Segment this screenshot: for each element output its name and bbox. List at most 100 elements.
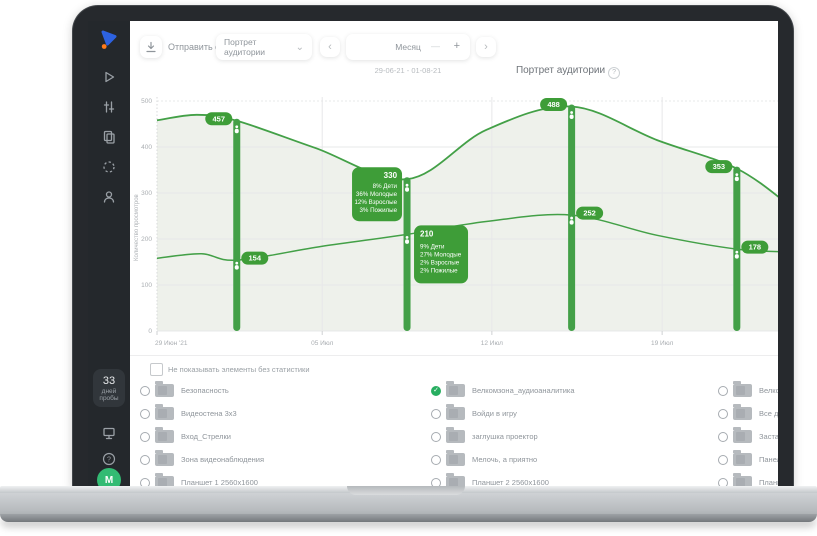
item-label: Планшет 1 2560x1600 xyxy=(181,478,258,487)
folder-icon xyxy=(155,381,174,397)
item-label: Войди в игру xyxy=(472,409,517,418)
radio-icon[interactable] xyxy=(431,408,441,419)
folder-icon xyxy=(446,404,465,420)
folder-icon xyxy=(446,381,465,397)
list-item[interactable]: Все для связи xyxy=(718,402,778,425)
item-label: Все для связи xyxy=(759,409,778,418)
radio-checked-icon[interactable]: ✓ xyxy=(431,385,441,396)
period-select[interactable]: Месяц — + xyxy=(346,34,470,60)
svg-text:210: 210 xyxy=(420,229,434,238)
hide-empty-label: Не показывать элементы без статистики xyxy=(168,365,310,374)
item-label: Вход_Стрелки xyxy=(181,432,231,441)
svg-text:36% Молодые: 36% Молодые xyxy=(356,191,398,198)
list-item[interactable]: Безопасность xyxy=(140,379,425,402)
zoom-out-icon[interactable]: — xyxy=(431,41,440,51)
svg-text:330: 330 xyxy=(384,171,398,180)
svg-text:500: 500 xyxy=(141,98,152,105)
list-item[interactable]: Зона видеонаблюдения xyxy=(140,448,425,471)
avatar[interactable]: М xyxy=(97,468,121,487)
radio-icon[interactable] xyxy=(140,385,150,396)
list-item[interactable]: Видеостена 3x3 xyxy=(140,402,425,425)
item-label: Велкомзона_видеоаналитика xyxy=(759,386,778,395)
audience-chart[interactable]: 0 100 200 300 400 500 29 Июн '21 05 Июл 12 Июл 19… xyxy=(130,83,778,355)
folder-icon xyxy=(155,450,174,466)
item-label: Мелочь, а приятно xyxy=(472,455,538,464)
folder-icon xyxy=(733,404,752,420)
svg-text:?: ? xyxy=(107,457,111,464)
brand-logo[interactable] xyxy=(98,30,120,52)
report-type-value: Портрет аудитории xyxy=(224,37,266,57)
svg-text:100: 100 xyxy=(141,282,152,289)
list-item[interactable]: ✓ Велкомзона_аудиоаналитика xyxy=(431,379,716,402)
trial-days: 33 xyxy=(102,374,116,387)
svg-text:300: 300 xyxy=(141,190,152,197)
item-label: Велкомзона_аудиоаналитика xyxy=(472,386,575,395)
item-label: заглушка проектор xyxy=(472,432,538,441)
list-item[interactable]: Заставка xyxy=(718,425,778,448)
laptop-notch xyxy=(347,486,465,495)
folder-icon xyxy=(446,450,465,466)
svg-text:200: 200 xyxy=(141,236,152,243)
trial-label-1: дней xyxy=(101,387,117,395)
download-icon xyxy=(146,41,156,53)
radio-icon[interactable] xyxy=(718,454,728,465)
date-range: 29-06-21 - 01-08-21 xyxy=(374,66,442,75)
svg-text:05 Июл: 05 Июл xyxy=(311,340,333,347)
item-label: Зона видеонаблюдения xyxy=(181,455,265,464)
svg-text:353: 353 xyxy=(713,162,726,171)
item-label: Безопасность xyxy=(181,386,229,395)
laptop-screen: 33 дней пробы ? М Отправить отчёт Портре… xyxy=(88,21,778,487)
next-period-button[interactable]: › xyxy=(476,37,496,57)
list-item[interactable]: Мелочь, а приятно xyxy=(431,448,716,471)
svg-text:0: 0 xyxy=(148,328,152,335)
radio-icon[interactable] xyxy=(431,454,441,465)
list-item[interactable]: Планшет 2 2560x1600 xyxy=(431,471,716,487)
svg-text:19 Июл: 19 Июл xyxy=(651,340,673,347)
chart-title: Портрет аудитории? xyxy=(388,65,748,79)
radio-icon[interactable] xyxy=(140,408,150,419)
folder-icon xyxy=(733,450,752,466)
settings-icon[interactable] xyxy=(97,155,121,179)
item-label: Планшет 3 2560x1600 xyxy=(759,478,778,487)
chevron-down-icon: ⌄ xyxy=(295,41,304,53)
export-report-button[interactable] xyxy=(140,36,162,58)
item-label: Видеостена 3x3 xyxy=(181,409,237,418)
send-report-button[interactable]: Отправить отчёт xyxy=(168,42,238,52)
radio-icon[interactable] xyxy=(431,431,441,442)
svg-text:457: 457 xyxy=(213,114,226,123)
svg-text:29 Июн '21: 29 Июн '21 xyxy=(155,340,188,347)
list-item[interactable]: Войди в игру xyxy=(431,402,716,425)
info-icon[interactable]: ? xyxy=(608,67,621,79)
svg-text:154: 154 xyxy=(249,254,262,263)
radio-icon[interactable] xyxy=(140,454,150,465)
zoom-in-icon[interactable]: + xyxy=(453,40,460,52)
folder-icon xyxy=(155,404,174,420)
prev-period-button[interactable]: ‹ xyxy=(320,37,340,57)
list-item[interactable]: Велкомзона_видеоаналитика xyxy=(718,379,778,402)
radio-icon[interactable] xyxy=(718,408,728,419)
list-item[interactable]: Панель вертикальная внутренняя xyxy=(718,448,778,471)
audience-icon[interactable] xyxy=(97,185,121,209)
content-icon[interactable] xyxy=(97,125,121,149)
sidebar: 33 дней пробы ? М xyxy=(88,21,130,487)
player-icon[interactable] xyxy=(97,65,121,89)
list-item[interactable]: Планшет 1 2560x1600 xyxy=(140,471,425,487)
help-icon[interactable]: ? xyxy=(97,447,121,471)
svg-text:8% Дети: 8% Дети xyxy=(373,183,398,190)
svg-text:12 Июл: 12 Июл xyxy=(481,340,503,347)
report-type-select[interactable]: Портрет аудитории ⌄ xyxy=(216,34,312,60)
item-column-1: Безопасность Видеостена 3x3 Вход_Стрелки Зо… xyxy=(140,379,425,487)
radio-icon[interactable] xyxy=(140,431,150,442)
scenarios-icon[interactable] xyxy=(97,95,121,119)
hide-empty-checkbox[interactable] xyxy=(150,363,163,376)
displays-icon[interactable] xyxy=(97,421,121,445)
radio-icon[interactable] xyxy=(718,385,728,396)
svg-text:178: 178 xyxy=(749,243,762,252)
laptop-base xyxy=(0,486,817,522)
radio-icon[interactable] xyxy=(718,431,728,442)
list-item[interactable]: Планшет 3 2560x1600 xyxy=(718,471,778,487)
list-item[interactable]: заглушка проектор xyxy=(431,425,716,448)
list-item[interactable]: Вход_Стрелки xyxy=(140,425,425,448)
period-value: Месяц xyxy=(395,42,421,52)
item-column-3: Велкомзона_видеоаналитика Все для связи За… xyxy=(718,379,778,487)
